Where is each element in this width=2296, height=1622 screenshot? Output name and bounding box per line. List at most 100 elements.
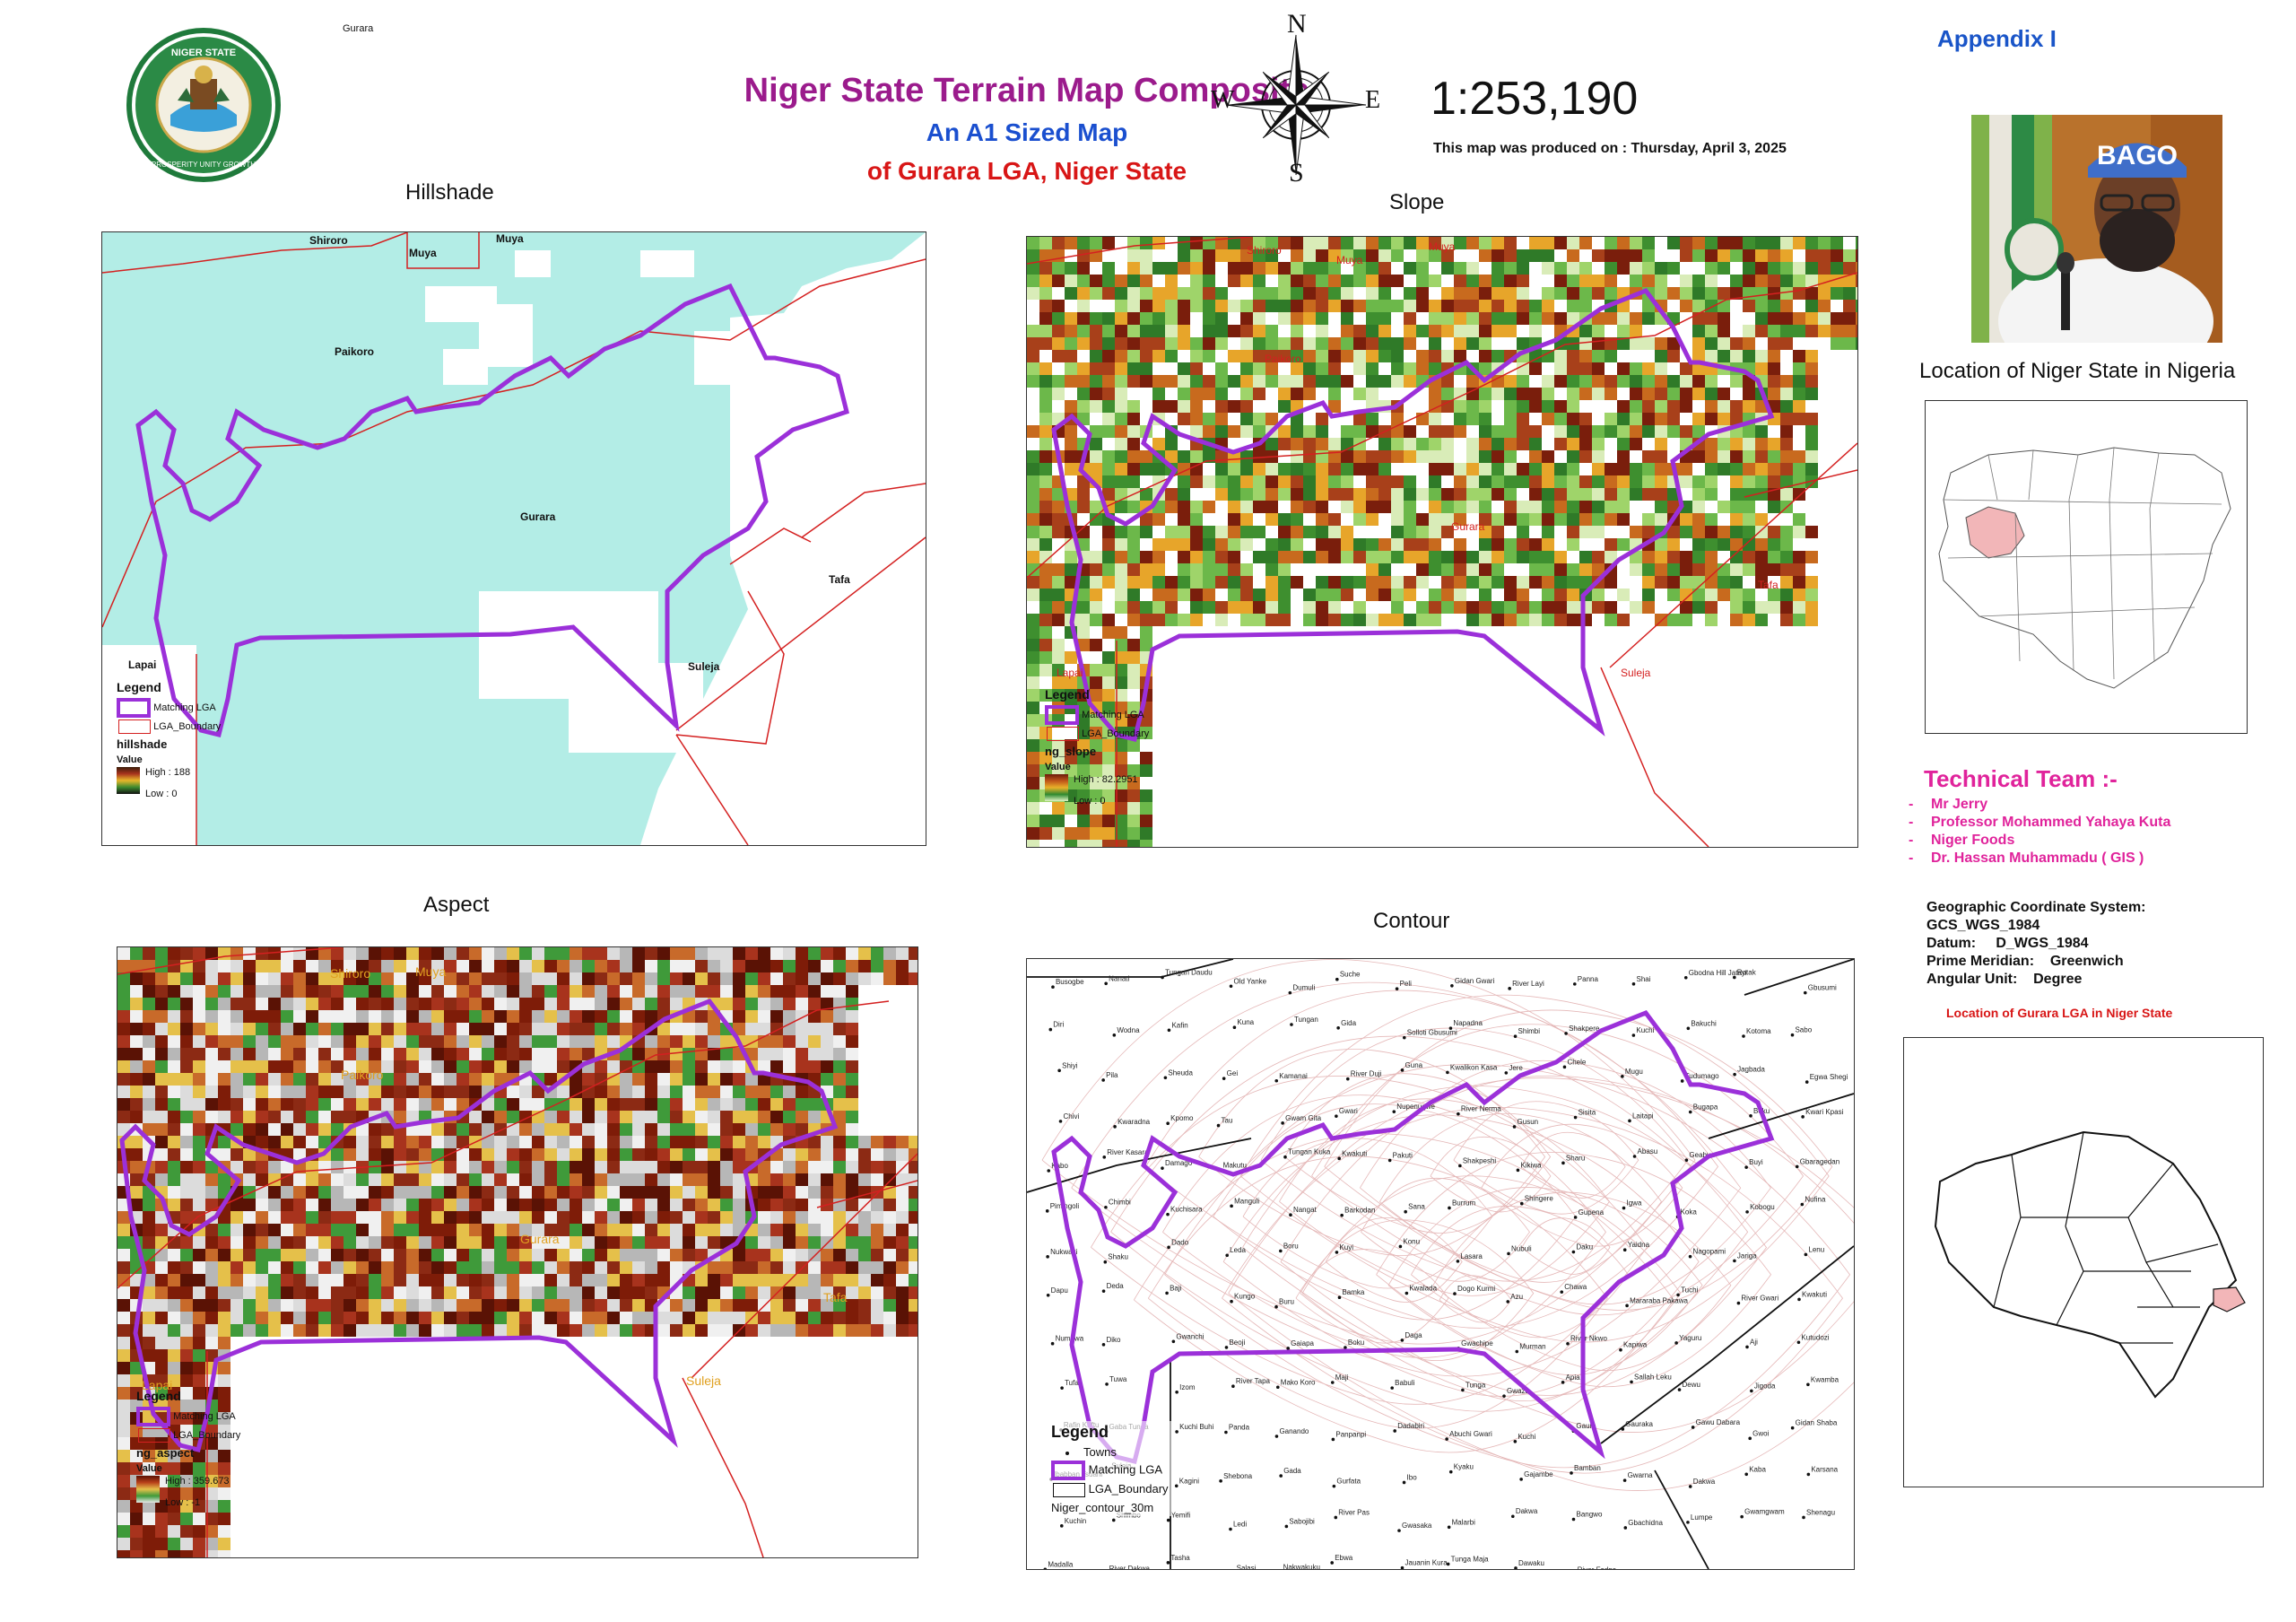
datum-label: Datum: [1926, 936, 1977, 951]
town-point [1805, 1080, 1809, 1084]
town-point [1456, 1260, 1460, 1263]
town-point [1331, 1437, 1335, 1442]
town-label: Gauraka [1625, 1420, 1653, 1428]
place-label: Gurara [1451, 520, 1485, 533]
town-label: Diri [1053, 1021, 1064, 1029]
place-label: Tafa [829, 573, 850, 586]
town-point [1345, 1077, 1350, 1081]
place-label: Paikoro [1265, 353, 1301, 365]
town-label: Kobogu [1750, 1203, 1775, 1211]
town-point [1688, 1254, 1692, 1259]
town-label: Kuchi Buhi [1179, 1423, 1213, 1431]
town-label: Kpomo [1170, 1114, 1194, 1122]
town-label: Numbwa [1056, 1335, 1084, 1343]
town-label: Sheuda [1168, 1068, 1193, 1077]
town-point [1453, 1292, 1457, 1295]
town-point [1398, 1244, 1403, 1249]
slope-map [1026, 236, 1858, 848]
town-point [1571, 1517, 1576, 1522]
town-point [1804, 1252, 1808, 1257]
town-label: Ebwa [1335, 1554, 1353, 1562]
town-label: Bamban [1574, 1464, 1601, 1472]
niger-state-seal-logo: NIGER STATE PROSPERITY UNITY GROWTH [124, 25, 283, 185]
legend-title: Legend [1051, 1423, 1109, 1441]
legend-high: High : 359.673 [165, 1476, 230, 1487]
town-point [1400, 1068, 1405, 1072]
town-point [1733, 1259, 1736, 1263]
town-point [1102, 1155, 1107, 1159]
town-label: Shebona [1223, 1472, 1253, 1480]
legend-item: Matching LGA [1088, 1462, 1162, 1477]
town-point [1619, 1347, 1622, 1352]
appendix-label: Appendix I [1937, 25, 2057, 52]
town-label: Gwanchi [1176, 1332, 1204, 1340]
town-point [1167, 1245, 1170, 1250]
place-label: Gurara [520, 1232, 560, 1246]
town-point [1281, 1121, 1284, 1125]
town-label: Shai [1636, 975, 1650, 983]
town-point [1447, 1525, 1451, 1530]
unit-label: Angular Unit: [1926, 972, 2018, 987]
town-point [1402, 1480, 1406, 1485]
gcs-value: GCS_WGS_1984 [1926, 918, 2040, 933]
town-label: Kabo [1051, 1162, 1068, 1170]
town-label: Kaba [1749, 1465, 1766, 1473]
town-point [1570, 1471, 1573, 1475]
town-point [1744, 1165, 1748, 1169]
town-point [1279, 1249, 1283, 1253]
compass-north-label: N [1287, 9, 1307, 39]
town-label: Kikiwa [1520, 1161, 1542, 1169]
town-label: Madalla [1048, 1560, 1074, 1568]
place-label: Lapai [1057, 667, 1083, 679]
hillshade-title: Hillshade [405, 180, 494, 205]
map-scale: 1:253,190 [1431, 73, 1639, 125]
town-label: Ganando [1279, 1427, 1309, 1435]
legend-item: LGA_Boundary [173, 1429, 241, 1441]
legend-layer: hillshade [117, 737, 168, 751]
place-label: Tafa [1758, 579, 1779, 591]
town-point [1400, 1565, 1405, 1569]
town-point [1046, 1293, 1050, 1297]
town-label: Gada [1283, 1467, 1301, 1475]
town-label: River Pas [1338, 1508, 1370, 1516]
town-point [1101, 1078, 1105, 1082]
town-point [1621, 1075, 1624, 1078]
coordinate-system-info: Geographic Coordinate System: GCS_WGS_19… [1926, 899, 2146, 989]
town-label: Bugapa [1693, 1103, 1718, 1112]
town-point [1450, 983, 1454, 988]
town-point [1796, 1340, 1801, 1345]
town-point [1274, 1304, 1278, 1309]
town-label: Gidan Gwari [1455, 977, 1495, 985]
town-point [1390, 1386, 1394, 1390]
place-label: Muya [1336, 254, 1363, 266]
place-label: Suleja [688, 660, 720, 673]
town-point [1232, 1025, 1237, 1029]
town-point [1686, 1026, 1691, 1031]
town-label: Shingere [1525, 1195, 1554, 1203]
town-label: Apia [1566, 1373, 1581, 1382]
town-point [1332, 1484, 1336, 1488]
town-label: Burrum [1452, 1199, 1476, 1207]
town-label: Kwakuti [1802, 1290, 1827, 1298]
town-label: Dadabiri [1397, 1422, 1424, 1430]
town-point [1175, 1390, 1178, 1394]
legend-value-label: Value [117, 754, 143, 765]
town-label: Manguli [1234, 1197, 1259, 1205]
town-point [1457, 1112, 1460, 1116]
town-label: Kuchin [1065, 1517, 1086, 1525]
town-label: Tufa [1065, 1379, 1079, 1387]
town-point [1057, 1068, 1061, 1073]
town-point [1224, 1346, 1229, 1349]
town-label: Diko [1106, 1336, 1121, 1344]
place-label: Gurara [520, 510, 556, 523]
town-label: Gbodna Hill Jatayi [1689, 969, 1747, 977]
town-label: Tudumago [1685, 1072, 1720, 1080]
town-label: River Gwari [1741, 1295, 1779, 1303]
legend-layer: ng_slope [1045, 745, 1097, 758]
town-label: Shiyi [1062, 1061, 1078, 1069]
town-point [1166, 1212, 1170, 1216]
town-label: Geabva [1689, 1151, 1715, 1159]
town-label: Babuli [1395, 1379, 1414, 1387]
town-point [1748, 1436, 1752, 1441]
legend-gradient [136, 1476, 160, 1503]
